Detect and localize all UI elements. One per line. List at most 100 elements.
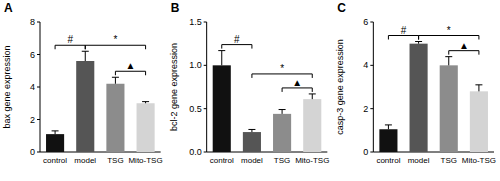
x-tick-label: Mito-TSG [295, 156, 329, 165]
error-cap [142, 101, 149, 102]
y-axis-label: bcl-2 gene expression [169, 43, 179, 131]
panel-label: C [337, 1, 346, 15]
y-tick-label: 0.0 [189, 147, 202, 157]
y-tick-label: 4 [363, 60, 368, 70]
bar [213, 65, 231, 152]
error-bar [478, 85, 479, 92]
y-tick-label: 6 [363, 17, 368, 27]
error-cap [248, 129, 255, 130]
y-tick-label: 1.0 [189, 60, 202, 70]
x-tick-label: TSG [107, 156, 123, 165]
bar [76, 61, 94, 152]
bar [379, 129, 397, 152]
y-tick [204, 152, 207, 153]
y-tick [37, 119, 40, 120]
significance-bracket [449, 51, 479, 55]
y-tick-label: 6 [30, 50, 35, 60]
x-tick-label: model [74, 156, 96, 165]
error-bar [85, 51, 86, 61]
error-cap [309, 93, 316, 94]
y-tick [204, 65, 207, 66]
y-tick [370, 22, 373, 23]
marks [46, 51, 155, 152]
y-tick [37, 22, 40, 23]
significance-bracket [388, 36, 418, 40]
error-bar [115, 77, 116, 84]
x-tick-label: TSG [441, 156, 457, 165]
error-cap [218, 50, 225, 51]
bar [46, 134, 64, 152]
y-tick-label: 0.5 [189, 104, 202, 114]
error-bar [388, 125, 389, 129]
y-tick [370, 108, 373, 109]
error-cap [52, 130, 59, 131]
error-cap [475, 84, 482, 85]
significance-mark: ▲ [292, 77, 302, 88]
y-tick-label: 8 [30, 17, 35, 27]
significance-mark: ▲ [126, 60, 136, 71]
y-axis [373, 22, 374, 152]
panel-label: A [4, 1, 13, 15]
bar [410, 44, 428, 152]
y-axis [206, 22, 207, 152]
bar [243, 132, 261, 152]
bar [106, 84, 124, 152]
y-tick [37, 54, 40, 55]
y-tick-label: 1.5 [189, 17, 202, 27]
x-tick-label: Mito-TSG [128, 156, 162, 165]
y-tick [370, 65, 373, 66]
marks [213, 51, 322, 152]
error-bar [221, 51, 222, 66]
significance-mark: # [401, 25, 407, 36]
x-tick-label: TSG [274, 156, 290, 165]
error-cap [385, 124, 392, 125]
marks [379, 42, 488, 153]
significance-bracket [85, 45, 145, 49]
significance-bracket [115, 71, 145, 75]
error-bar [282, 110, 283, 114]
significance-mark: ▲ [459, 40, 469, 51]
panel: Bbcl-2 gene expression 0.0 0.5 1.0 1.5 contro… [169, 1, 330, 165]
error-cap [415, 41, 422, 42]
bar [303, 99, 321, 152]
significance-bracket [419, 36, 479, 40]
panel: Ccasp-3 gene expression 0 2 4 6 control model T… [335, 1, 496, 165]
figure: Abax gene expression 0 2 4 6 8 control model TSG… [0, 0, 500, 181]
significance-bracket [222, 45, 252, 49]
y-tick [370, 152, 373, 153]
y-axis-label: casp-3 gene expression [335, 39, 345, 135]
x-tick-label: control [43, 156, 67, 165]
x-tick-label: control [210, 156, 234, 165]
bar [137, 103, 155, 152]
y-tick [37, 87, 40, 88]
error-cap [82, 51, 89, 52]
significance-mark: # [67, 34, 73, 45]
error-bar [448, 57, 449, 66]
significance-mark: * [113, 34, 117, 45]
significance-bracket [252, 74, 312, 78]
bar [273, 114, 291, 152]
y-tick [204, 108, 207, 109]
significance-bracket [55, 45, 85, 49]
significance-mark: * [447, 25, 451, 36]
y-axis-label: bax gene expression [2, 45, 12, 128]
panel: Abax gene expression 0 2 4 6 8 control model TSG… [2, 1, 163, 165]
bar [440, 65, 458, 152]
y-tick-label: 0 [363, 147, 368, 157]
significance-bracket [282, 88, 312, 92]
x-tick-label: model [241, 156, 263, 165]
x-tick-label: control [376, 156, 400, 165]
y-tick-label: 2 [30, 115, 35, 125]
error-bar [312, 94, 313, 99]
x-tick-label: Mito-TSG [462, 156, 496, 165]
y-tick-label: 0 [30, 147, 35, 157]
y-tick-label: 4 [30, 82, 35, 92]
y-tick [37, 152, 40, 153]
significance-mark: * [280, 63, 284, 74]
y-tick-label: 2 [363, 104, 368, 114]
x-tick-label: model [408, 156, 430, 165]
panel-label: B [171, 1, 180, 15]
error-cap [445, 56, 452, 57]
y-tick [204, 22, 207, 23]
error-cap [279, 109, 286, 110]
